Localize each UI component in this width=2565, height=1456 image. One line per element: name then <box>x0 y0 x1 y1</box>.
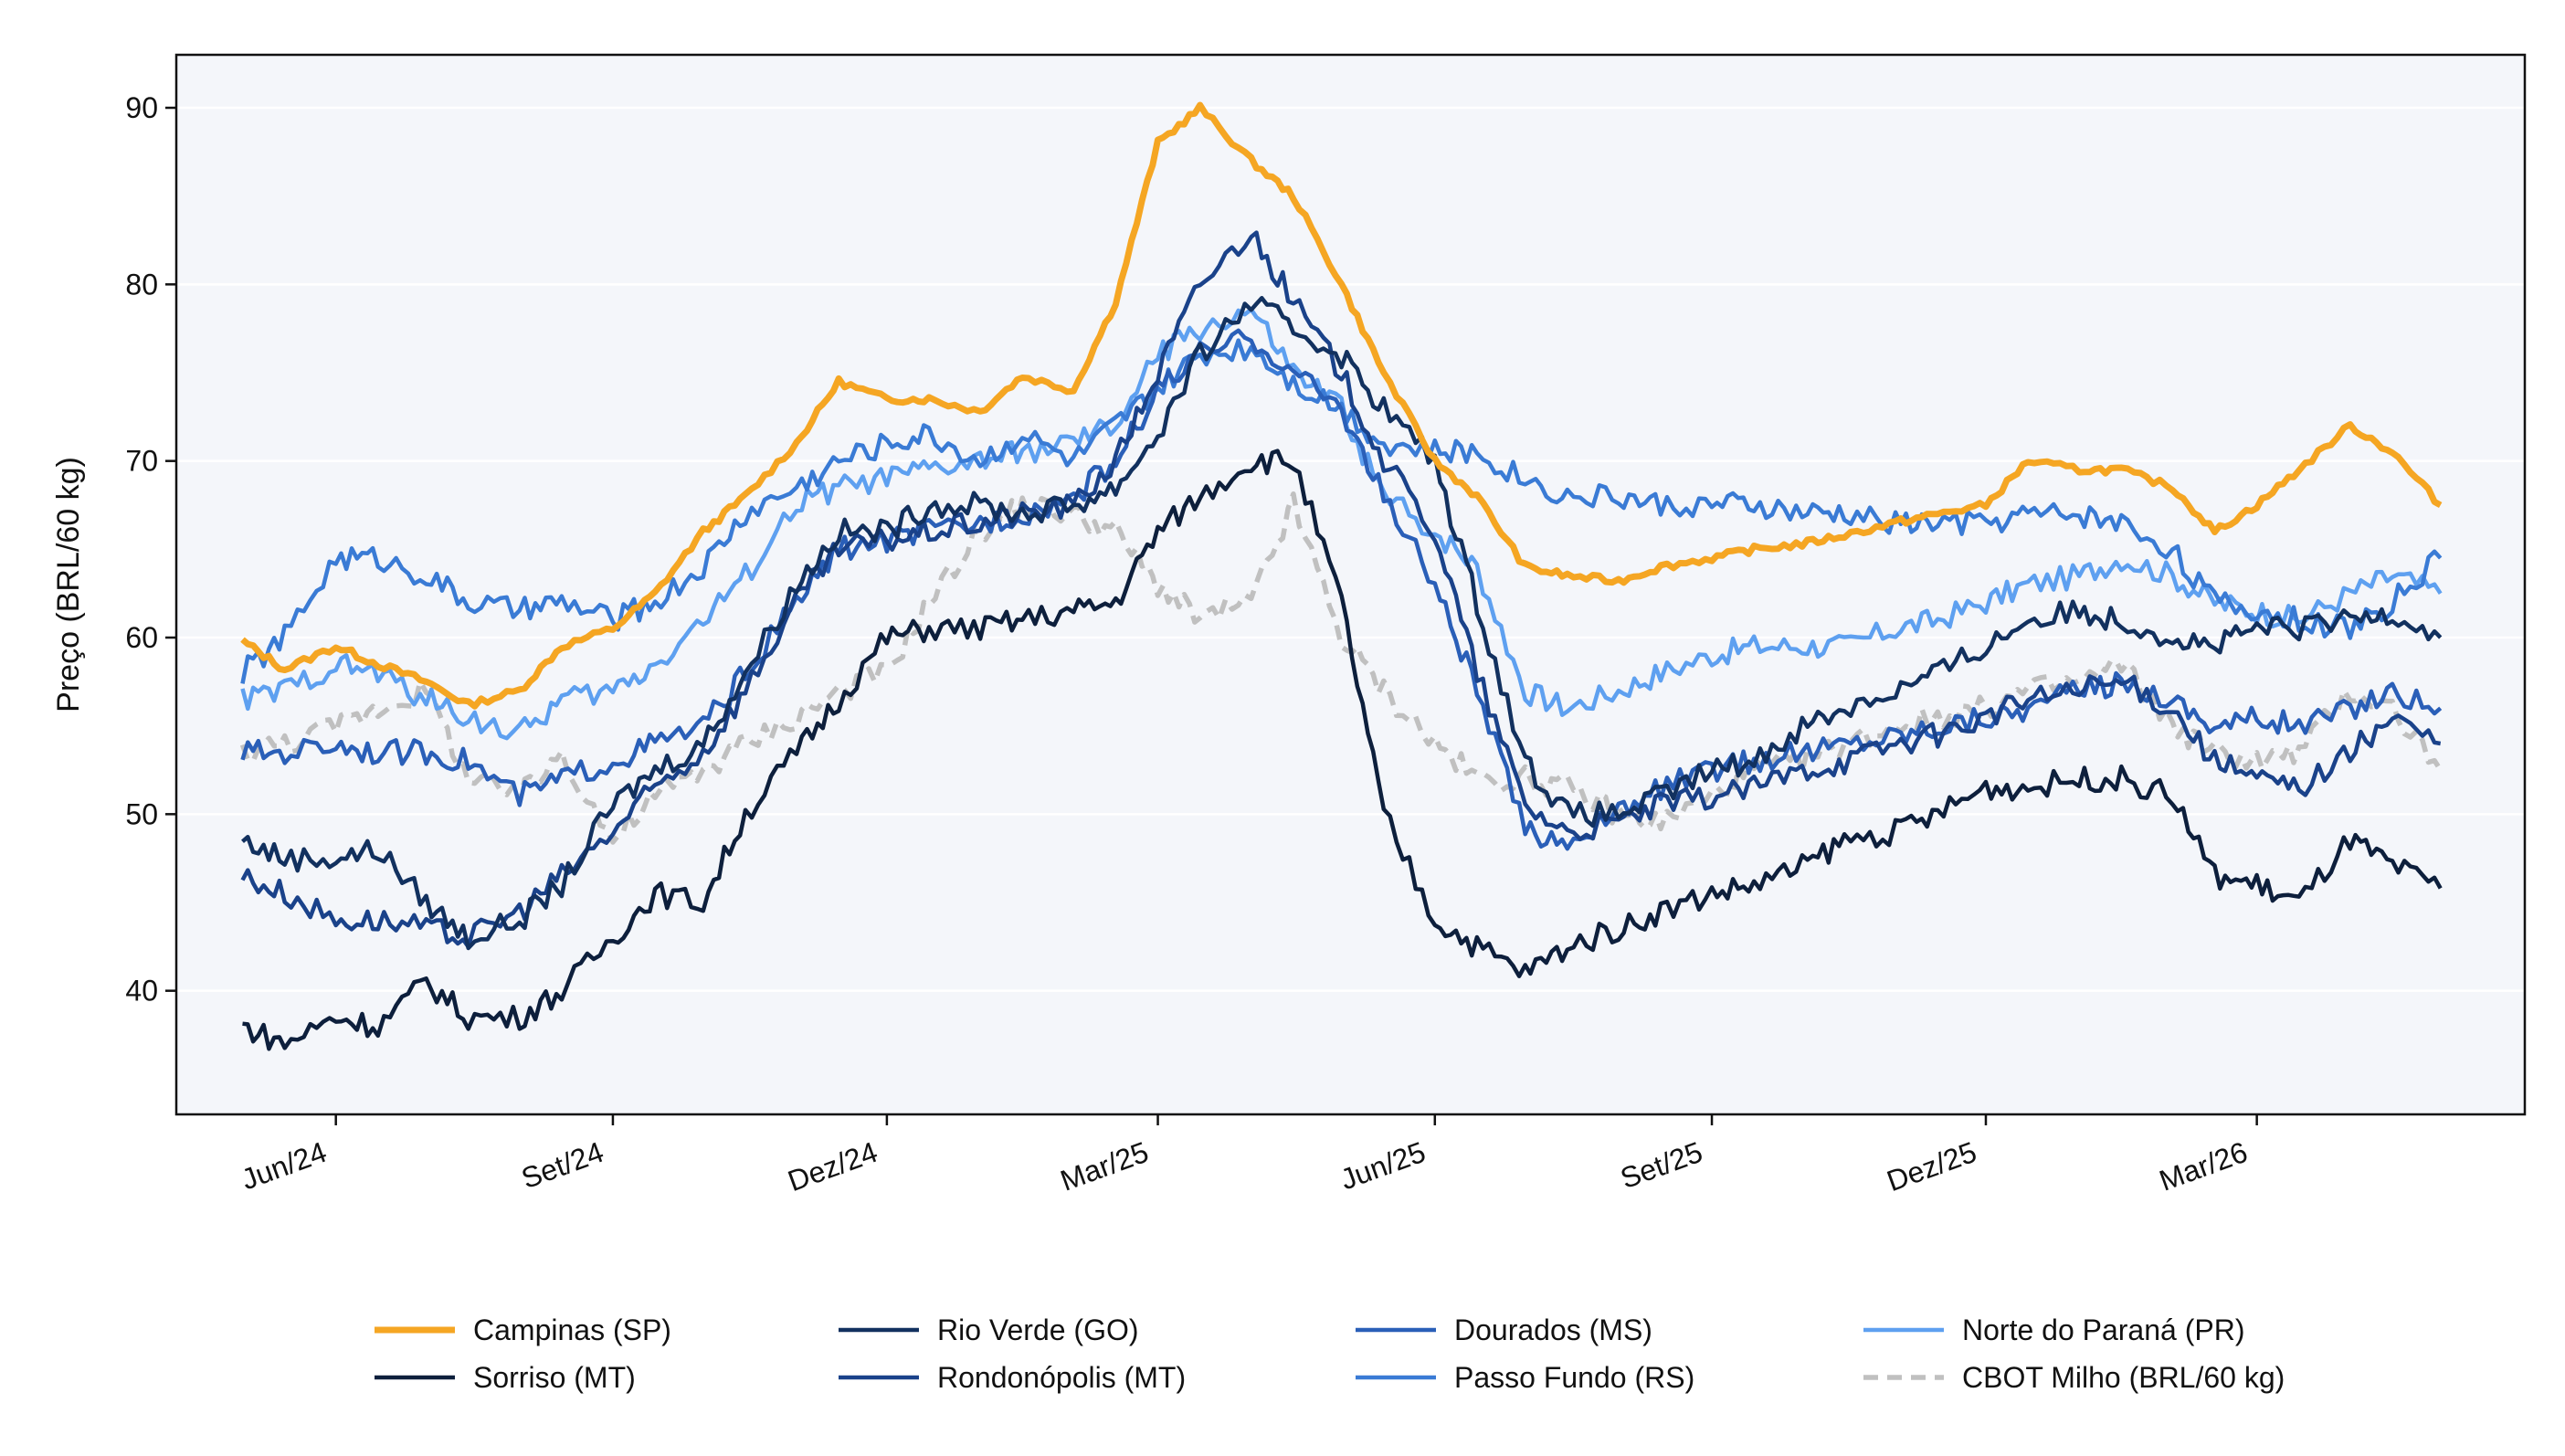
legend-label: CBOT Milho (BRL/60 kg) <box>1962 1361 2285 1394</box>
y-tick-label: 90 <box>125 91 158 124</box>
y-tick-label: 40 <box>125 975 158 1008</box>
series-line <box>240 101 2443 710</box>
series-line <box>240 307 2443 741</box>
legend: Campinas (SP) Sorriso (MT) Rio Verde (GO) R… <box>375 1314 2285 1394</box>
series-line <box>240 230 2442 949</box>
series-line <box>239 491 2444 845</box>
y-tick-label: 80 <box>125 268 158 301</box>
y-tick-label: 60 <box>125 621 158 654</box>
series-line <box>240 338 2443 684</box>
plot-frame <box>174 53 2527 1116</box>
legend-label: Dourados (MS) <box>1454 1314 1652 1346</box>
series-line <box>241 295 2443 951</box>
y-tick-label: 50 <box>125 797 158 830</box>
legend-label: Campinas (SP) <box>473 1314 671 1346</box>
legend-label: Rondonópolis (MT) <box>937 1361 1186 1394</box>
series-lines <box>239 101 2444 1051</box>
legend-label: Sorriso (MT) <box>473 1361 636 1394</box>
plot-area-background <box>176 55 2525 1114</box>
y-axis: 40 50 60 70 80 90 <box>125 91 176 1008</box>
y-tick-label: 70 <box>125 445 158 478</box>
legend-label: Passo Fundo (RS) <box>1454 1361 1694 1394</box>
y-axis-title: Preço (BRL/60 kg) <box>51 457 86 712</box>
legend-label: Norte do Paraná (PR) <box>1962 1314 2244 1346</box>
series-line <box>242 448 2443 1051</box>
legend-label: Rio Verde (GO) <box>937 1314 1139 1346</box>
